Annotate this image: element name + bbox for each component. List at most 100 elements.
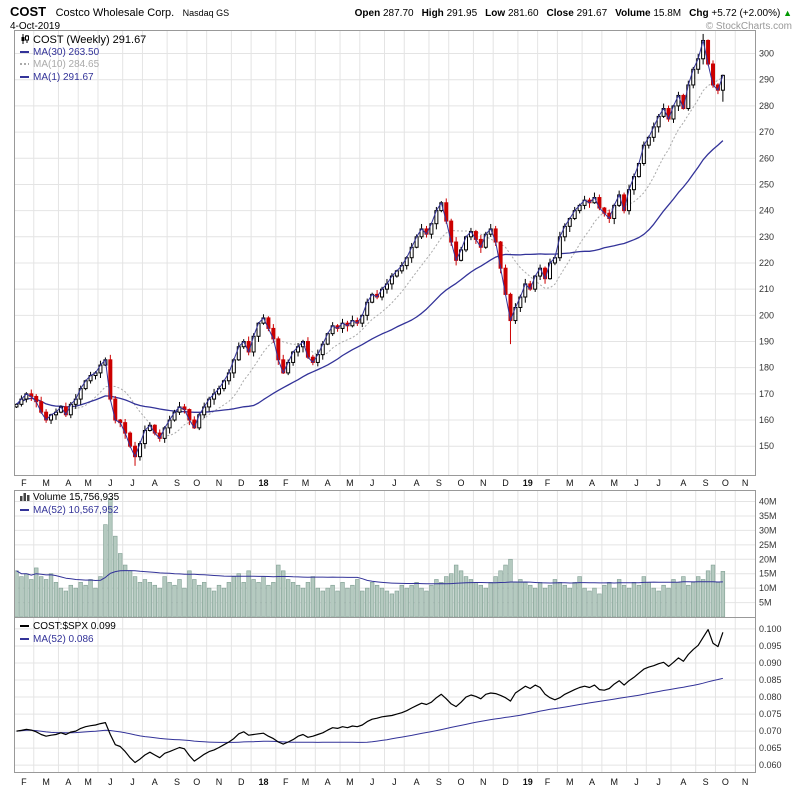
svg-text:J: J — [392, 478, 397, 488]
ratio-ma52-line — [16, 677, 724, 743]
price-legend-title: COST (Weekly) 291.67 — [33, 34, 147, 46]
chart-date: 4-Oct-2019 — [10, 21, 61, 32]
svg-text:180: 180 — [759, 363, 774, 373]
svg-text:J: J — [130, 777, 135, 787]
svg-text:N: N — [216, 777, 223, 787]
svg-text:A: A — [325, 777, 331, 787]
svg-text:J: J — [130, 478, 135, 488]
svg-text:O: O — [722, 478, 729, 488]
svg-text:O: O — [193, 777, 200, 787]
ma1-legend: MA(1) 291.67 — [20, 72, 146, 85]
ma30-legend: MA(30) 263.50 — [20, 47, 146, 60]
svg-text:S: S — [174, 478, 180, 488]
quote-low: Low 281.60 — [485, 8, 539, 19]
volume-legend-title-row: Volume 15,756,935 — [20, 492, 119, 505]
svg-text:0.075: 0.075 — [759, 709, 782, 719]
svg-text:F: F — [21, 777, 27, 787]
svg-text:200: 200 — [759, 310, 774, 320]
svg-text:240: 240 — [759, 206, 774, 216]
gridlines — [14, 30, 755, 772]
svg-text:M: M — [42, 777, 50, 787]
ma10-line-swatch — [20, 63, 29, 66]
ma1-line-swatch — [20, 75, 29, 78]
ratio-legend-title: COST:$SPX 0.099 — [33, 621, 116, 632]
svg-text:0.080: 0.080 — [759, 692, 782, 702]
svg-text:270: 270 — [759, 127, 774, 137]
svg-text:19: 19 — [523, 478, 533, 488]
svg-text:250: 250 — [759, 179, 774, 189]
svg-text:M: M — [566, 478, 574, 488]
svg-text:0.095: 0.095 — [759, 641, 782, 651]
svg-text:A: A — [680, 478, 686, 488]
svg-text:5M: 5M — [759, 598, 772, 608]
svg-text:30M: 30M — [759, 525, 777, 535]
svg-text:O: O — [458, 777, 465, 787]
price-panel-legend: COST (Weekly) 291.67 MA(30) 263.50 MA(10… — [20, 34, 146, 84]
svg-text:170: 170 — [759, 389, 774, 399]
y-axis-labels: 150 160 170 180 190 200 210 220 230 240 250 260 270 2… — [759, 49, 782, 771]
ratio-line — [16, 628, 724, 764]
svg-text:0.065: 0.065 — [759, 743, 782, 753]
quote-high: High 291.95 — [421, 8, 478, 19]
svg-text:J: J — [634, 777, 639, 787]
svg-text:M: M — [84, 478, 92, 488]
svg-text:N: N — [216, 478, 223, 488]
svg-text:J: J — [108, 478, 113, 488]
svg-text:M: M — [566, 777, 574, 787]
panel-borders — [14, 30, 756, 773]
svg-text:N: N — [742, 777, 749, 787]
quote-open: Open 287.70 — [354, 8, 414, 19]
volume-legend-title: Volume 15,756,935 — [33, 492, 120, 503]
svg-text:19: 19 — [523, 777, 533, 787]
svg-text:A: A — [589, 777, 595, 787]
svg-text:F: F — [283, 777, 289, 787]
svg-text:D: D — [502, 777, 509, 787]
svg-text:S: S — [703, 478, 709, 488]
copyright-link[interactable]: © StockCharts.com — [705, 21, 792, 32]
svg-text:40M: 40M — [759, 497, 777, 507]
svg-text:290: 290 — [759, 75, 774, 85]
svg-text:D: D — [238, 478, 245, 488]
candlesticks — [14, 33, 725, 466]
svg-text:300: 300 — [759, 49, 774, 59]
stock-chart: 150 160 170 180 190 200 210 220 230 240 250 260 270 2… — [14, 30, 782, 787]
price-ma30-line — [16, 140, 724, 413]
svg-text:A: A — [152, 777, 158, 787]
svg-text:A: A — [589, 478, 595, 488]
ticker-symbol: COST — [10, 4, 47, 19]
quote-strip: Open 287.70 High 291.95 Low 281.60 Close… — [355, 8, 792, 19]
svg-text:S: S — [436, 478, 442, 488]
svg-text:A: A — [414, 777, 420, 787]
svg-text:F: F — [21, 478, 27, 488]
quote-volume: Volume 15.8M — [615, 8, 682, 19]
svg-text:A: A — [65, 478, 71, 488]
svg-text:N: N — [480, 777, 487, 787]
month-axis-top: F M A M J J A S O N D 18 F M A M J J A S O N D 19 F M A M J J A S O N — [21, 478, 748, 488]
svg-text:M: M — [42, 478, 50, 488]
svg-text:D: D — [238, 777, 245, 787]
svg-text:150: 150 — [759, 441, 774, 451]
month-axis-bottom: F M A M J J A S O N D 18 F M A M J J A S O N D 19 F M A M J J A S O N — [21, 777, 748, 787]
svg-text:J: J — [370, 777, 375, 787]
svg-text:220: 220 — [759, 258, 774, 268]
histogram-icon — [20, 493, 30, 501]
svg-text:M: M — [346, 478, 354, 488]
svg-text:D: D — [502, 478, 509, 488]
svg-text:35M: 35M — [759, 511, 777, 521]
svg-text:0.100: 0.100 — [759, 624, 782, 634]
ratio-ma52-legend: MA(52) 0.086 — [20, 634, 116, 647]
svg-text:210: 210 — [759, 284, 774, 294]
svg-text:0.060: 0.060 — [759, 760, 782, 770]
svg-text:230: 230 — [759, 232, 774, 242]
svg-text:M: M — [610, 777, 618, 787]
svg-text:N: N — [742, 478, 749, 488]
svg-text:M: M — [610, 478, 618, 488]
ratio-legend-title-row: COST:$SPX 0.099 — [20, 621, 116, 634]
volume-panel-legend: Volume 15,756,935 MA(52) 10,567,952 — [20, 492, 119, 517]
svg-text:A: A — [414, 478, 420, 488]
svg-text:0.090: 0.090 — [759, 658, 782, 668]
svg-text:S: S — [174, 777, 180, 787]
svg-text:J: J — [634, 478, 639, 488]
svg-text:10M: 10M — [759, 583, 777, 593]
